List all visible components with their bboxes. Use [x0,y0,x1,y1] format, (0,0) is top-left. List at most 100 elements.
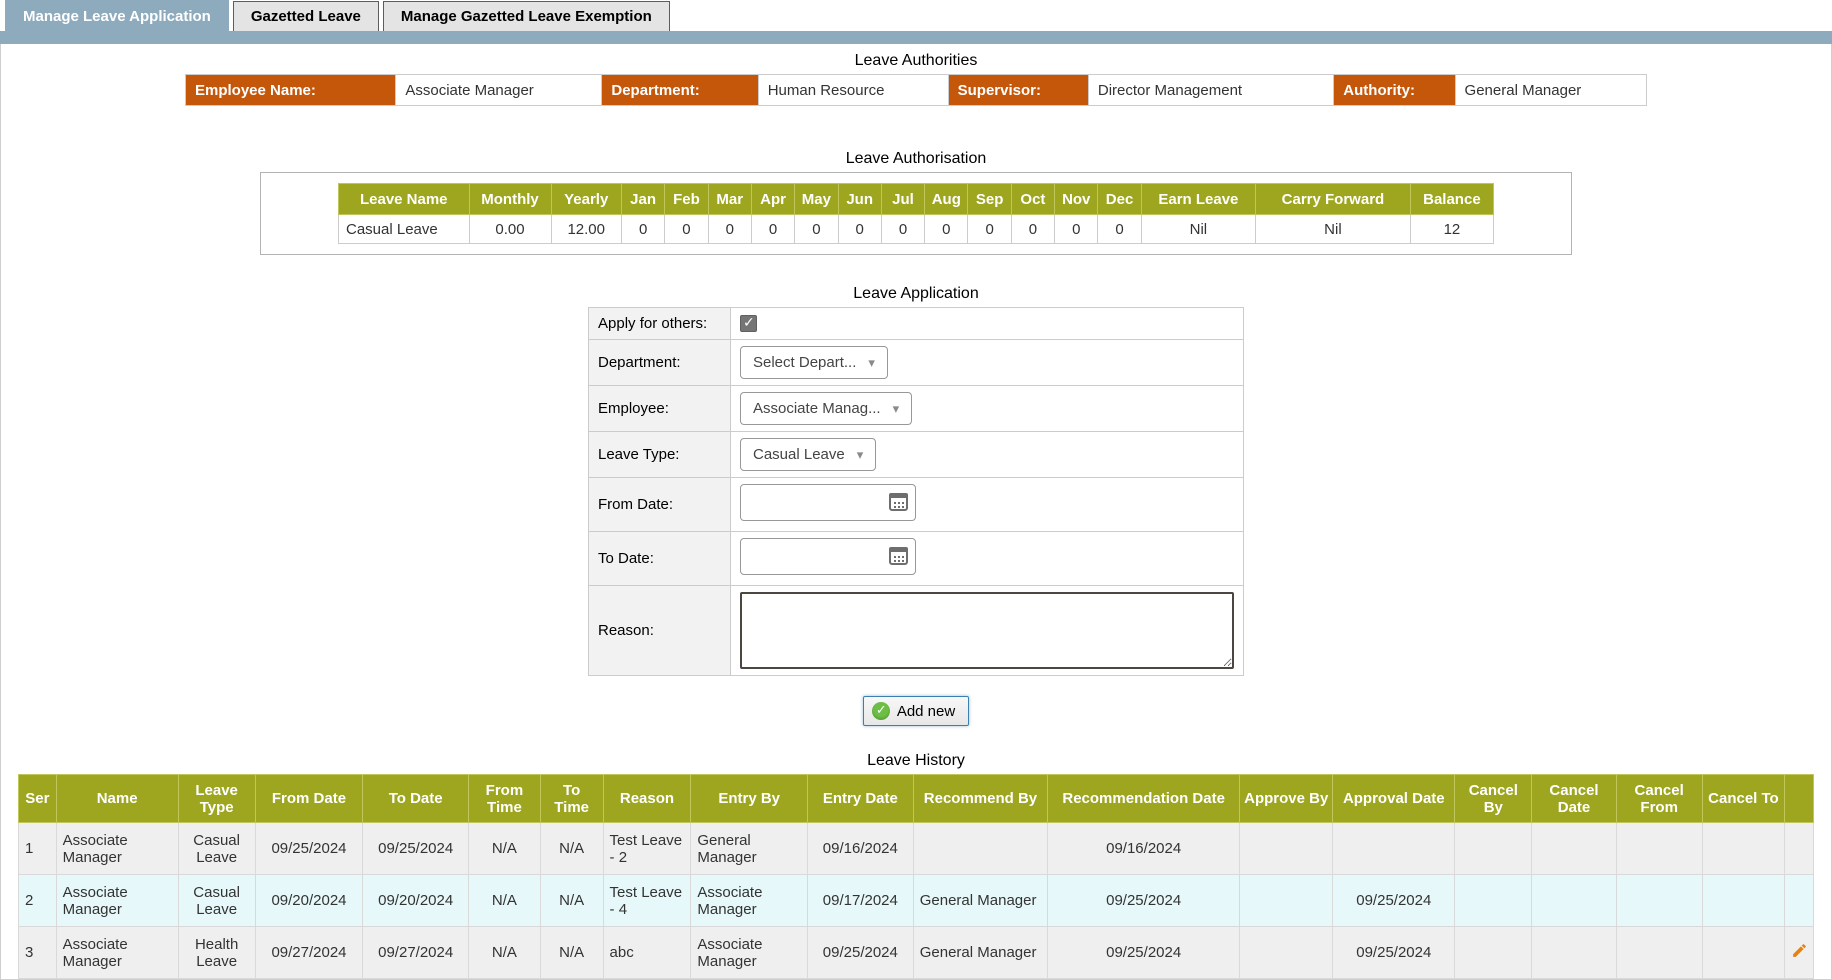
history-cell [1701,822,1786,875]
leave-authorisation-box: Leave Name Monthly Yearly Jan Feb Mar Apr May Ju… [260,172,1572,255]
edit-pencil-icon[interactable] [1791,942,1808,959]
to-date-field [730,531,1244,586]
department-select-value: Select Depart... [753,354,857,371]
authorities-row: Employee Name: Associate Manager Departmen… [184,74,1648,106]
leave-authorisation-table: Leave Name Monthly Yearly Jan Feb Mar Apr May Ju… [338,183,1495,244]
history-cell [1332,822,1456,875]
chevron-down-icon [893,400,900,417]
column-header: Cancel By [1454,774,1533,823]
history-cell: General Manager [912,874,1049,927]
reason-textarea[interactable] [740,592,1234,669]
tab-manage-leave-application[interactable]: Manage Leave Application [5,0,229,31]
column-header: Sep [967,183,1012,215]
history-cell: 09/25/2024 [1047,874,1241,927]
history-cell: N/A [468,822,541,875]
history-cell: 09/25/2024 [1047,926,1241,979]
column-header: Name [55,774,179,823]
reason-label: Reason: [588,585,731,676]
history-cell: Casual Leave [177,822,256,875]
column-header: To Date [362,774,470,823]
calendar-icon-glyph [889,493,908,511]
from-date-input[interactable] [741,485,915,520]
history-cell: 09/25/2024 [1332,874,1456,927]
to-date-row: To Date: [588,531,1244,586]
reason-field [730,585,1244,676]
column-header: Nov [1054,183,1099,215]
history-cell: General Manager [912,926,1049,979]
cell: Casual Leave [338,214,470,244]
authorisation-body: Casual Leave 0.00 12.00 0 0 0 0 0 0 0 0 0 0 0 0 Nil Nil 1… [338,214,1495,244]
history-edit-cell [1784,926,1814,979]
column-header: May [794,183,839,215]
to-date-input[interactable] [741,539,915,574]
history-cell: abc [602,926,692,979]
history-cell: Health Leave [177,926,256,979]
button-row: Add new [1,696,1831,726]
authority-label: Supervisor: [947,74,1089,106]
department-select[interactable]: Select Depart... [740,346,888,379]
history-cell: 09/25/2024 [362,822,470,875]
add-new-button[interactable]: Add new [862,696,970,726]
history-cell: 09/16/2024 [1047,822,1241,875]
history-cell [1454,874,1533,927]
tab-manage-gazetted-leave-exemption[interactable]: Manage Gazetted Leave Exemption [382,1,670,31]
cell: Nil [1255,214,1411,244]
history-cell: N/A [539,822,604,875]
leave-type-select[interactable]: Casual Leave [740,438,877,471]
column-header: Jul [880,183,926,215]
employee-select[interactable]: Associate Manag... [740,392,913,425]
chevron-down-icon [857,446,864,463]
cell: 12 [1409,214,1495,244]
apply-for-others-checkbox[interactable] [740,314,757,333]
calendar-icon[interactable] [889,493,908,511]
authorisation-row: Casual Leave 0.00 12.00 0 0 0 0 0 0 0 0 0 0 0 0 Nil Nil 1… [338,214,1495,244]
cell: 0 [967,214,1012,244]
history-cell [1454,926,1533,979]
history-row: 1 Associate Manager Casual Leave 09/25/2024… [18,822,1814,875]
cell: 0 [1010,214,1056,244]
tab-strip-bar [0,31,1832,44]
tab-gazetted-leave[interactable]: Gazetted Leave [232,1,379,31]
to-date-label: To Date: [588,531,731,586]
history-cell: 3 [18,926,57,979]
column-header: Reason [602,774,692,823]
history-header-row: Ser Name Leave Type From Date To Date From Ti… [18,774,1814,823]
column-header: Leave Type [177,774,256,823]
authority-label: Authority: [1333,74,1456,106]
leave-type-select-value: Casual Leave [753,446,845,463]
history-cell [1239,822,1334,875]
add-new-label: Add new [896,702,956,720]
column-header: Aug [924,183,969,215]
column-header: Mar [707,183,752,215]
history-cell: 09/27/2024 [362,926,470,979]
column-header: Jun [837,183,882,215]
apply-for-others-row: Apply for others: [588,307,1244,340]
history-cell: N/A [468,874,541,927]
tab-label: Manage Leave Application [23,7,211,25]
from-date-row: From Date: [588,477,1244,532]
history-cell: N/A [539,874,604,927]
calendar-icon[interactable] [889,547,908,565]
leave-authorities-title: Leave Authorities [854,52,978,69]
authorisation-header-row: Leave Name Monthly Yearly Jan Feb Mar Apr May Ju… [338,183,1495,215]
leave-type-label: Leave Type: [588,431,731,478]
history-cell [1615,926,1703,979]
cell: 0 [837,214,882,244]
authority-value: General Manager [1454,74,1648,106]
apply-for-others-label: Apply for others: [588,307,731,340]
history-cell [1615,822,1703,875]
leave-history-table: Ser Name Leave Type From Date To Date From Ti… [18,774,1814,979]
history-cell: 09/16/2024 [806,822,914,875]
to-date-box [740,538,916,575]
history-cell: Test Leave - 4 [602,874,692,927]
column-header: Monthly [468,183,552,215]
tab-bar: Manage Leave Application Gazetted Leave Ma… [0,0,1832,31]
history-cell: Associate Manager [690,874,808,927]
tab-label: Manage Gazetted Leave Exemption [400,8,652,25]
history-cell [1239,874,1334,927]
column-header: Recommendation Date [1047,774,1241,823]
column-header: Earn Leave [1140,183,1257,215]
cell: 0 [1054,214,1099,244]
history-row: 2 Associate Manager Casual Leave 09/20/2024… [18,874,1814,927]
